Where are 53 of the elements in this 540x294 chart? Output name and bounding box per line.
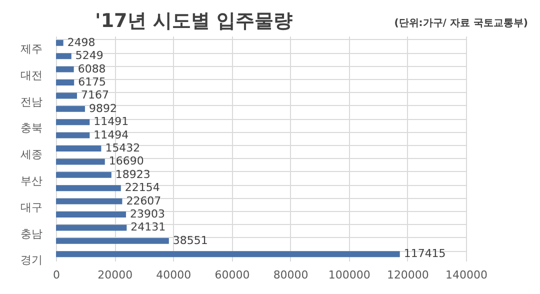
bar xyxy=(56,119,90,126)
bar xyxy=(56,53,72,60)
data-label: 22607 xyxy=(126,194,162,208)
bar xyxy=(56,172,112,178)
bar xyxy=(56,238,169,244)
data-label: 23903 xyxy=(130,208,165,221)
y-tick-label: 제주 xyxy=(20,42,43,56)
data-label: 15432 xyxy=(105,142,140,155)
data-label: 16690 xyxy=(108,154,144,168)
bar xyxy=(56,92,77,99)
x-tick-label: 120000 xyxy=(386,268,429,282)
data-label: 24131 xyxy=(130,220,166,234)
data-label: 11491 xyxy=(94,115,129,128)
data-label: 9892 xyxy=(88,102,117,115)
bar xyxy=(56,251,400,258)
x-tick-label: 20000 xyxy=(98,268,133,282)
y-tick-label: 경기 xyxy=(20,254,43,267)
bar xyxy=(56,106,85,112)
data-label: 2498 xyxy=(67,36,96,49)
data-label: 6088 xyxy=(78,62,106,76)
data-label: 22154 xyxy=(124,181,160,194)
y-tick-label: 세종 xyxy=(20,148,43,162)
x-tick-label: 80000 xyxy=(273,268,308,282)
bar xyxy=(56,198,122,204)
data-label: 6175 xyxy=(78,76,106,89)
y-tick-label: 전남 xyxy=(20,95,43,108)
bar xyxy=(56,185,121,192)
data-label: 11494 xyxy=(94,128,129,142)
x-tick-label: 40000 xyxy=(156,268,192,282)
data-label: 18923 xyxy=(115,168,150,181)
bar xyxy=(56,40,64,46)
bar xyxy=(56,66,74,72)
bar xyxy=(56,158,105,165)
bar xyxy=(56,132,90,138)
x-tick-label: 60000 xyxy=(214,268,250,282)
chart-title: '17년 시도별 입주물량 xyxy=(95,9,292,34)
bar xyxy=(56,212,126,218)
y-tick-label: 충북 xyxy=(20,122,43,135)
data-label: 5249 xyxy=(75,49,104,62)
x-tick-label: 0 xyxy=(53,268,60,282)
y-tick-label: 충남 xyxy=(20,227,43,240)
bar xyxy=(56,224,127,231)
bar xyxy=(56,80,74,86)
data-label: 7167 xyxy=(81,88,109,102)
x-tick-label: 100000 xyxy=(328,268,370,282)
y-tick-label: 부산 xyxy=(20,174,43,188)
data-label: 117415 xyxy=(404,247,446,260)
text: (단위:가구/ 자료 국토교통부) xyxy=(394,17,528,30)
y-tick-label: 대구 xyxy=(20,200,43,214)
y-tick-label: 대전 xyxy=(20,68,43,82)
data-label: 38551 xyxy=(172,234,208,247)
x-tick-label: 140000 xyxy=(446,268,488,282)
bar xyxy=(56,146,102,152)
